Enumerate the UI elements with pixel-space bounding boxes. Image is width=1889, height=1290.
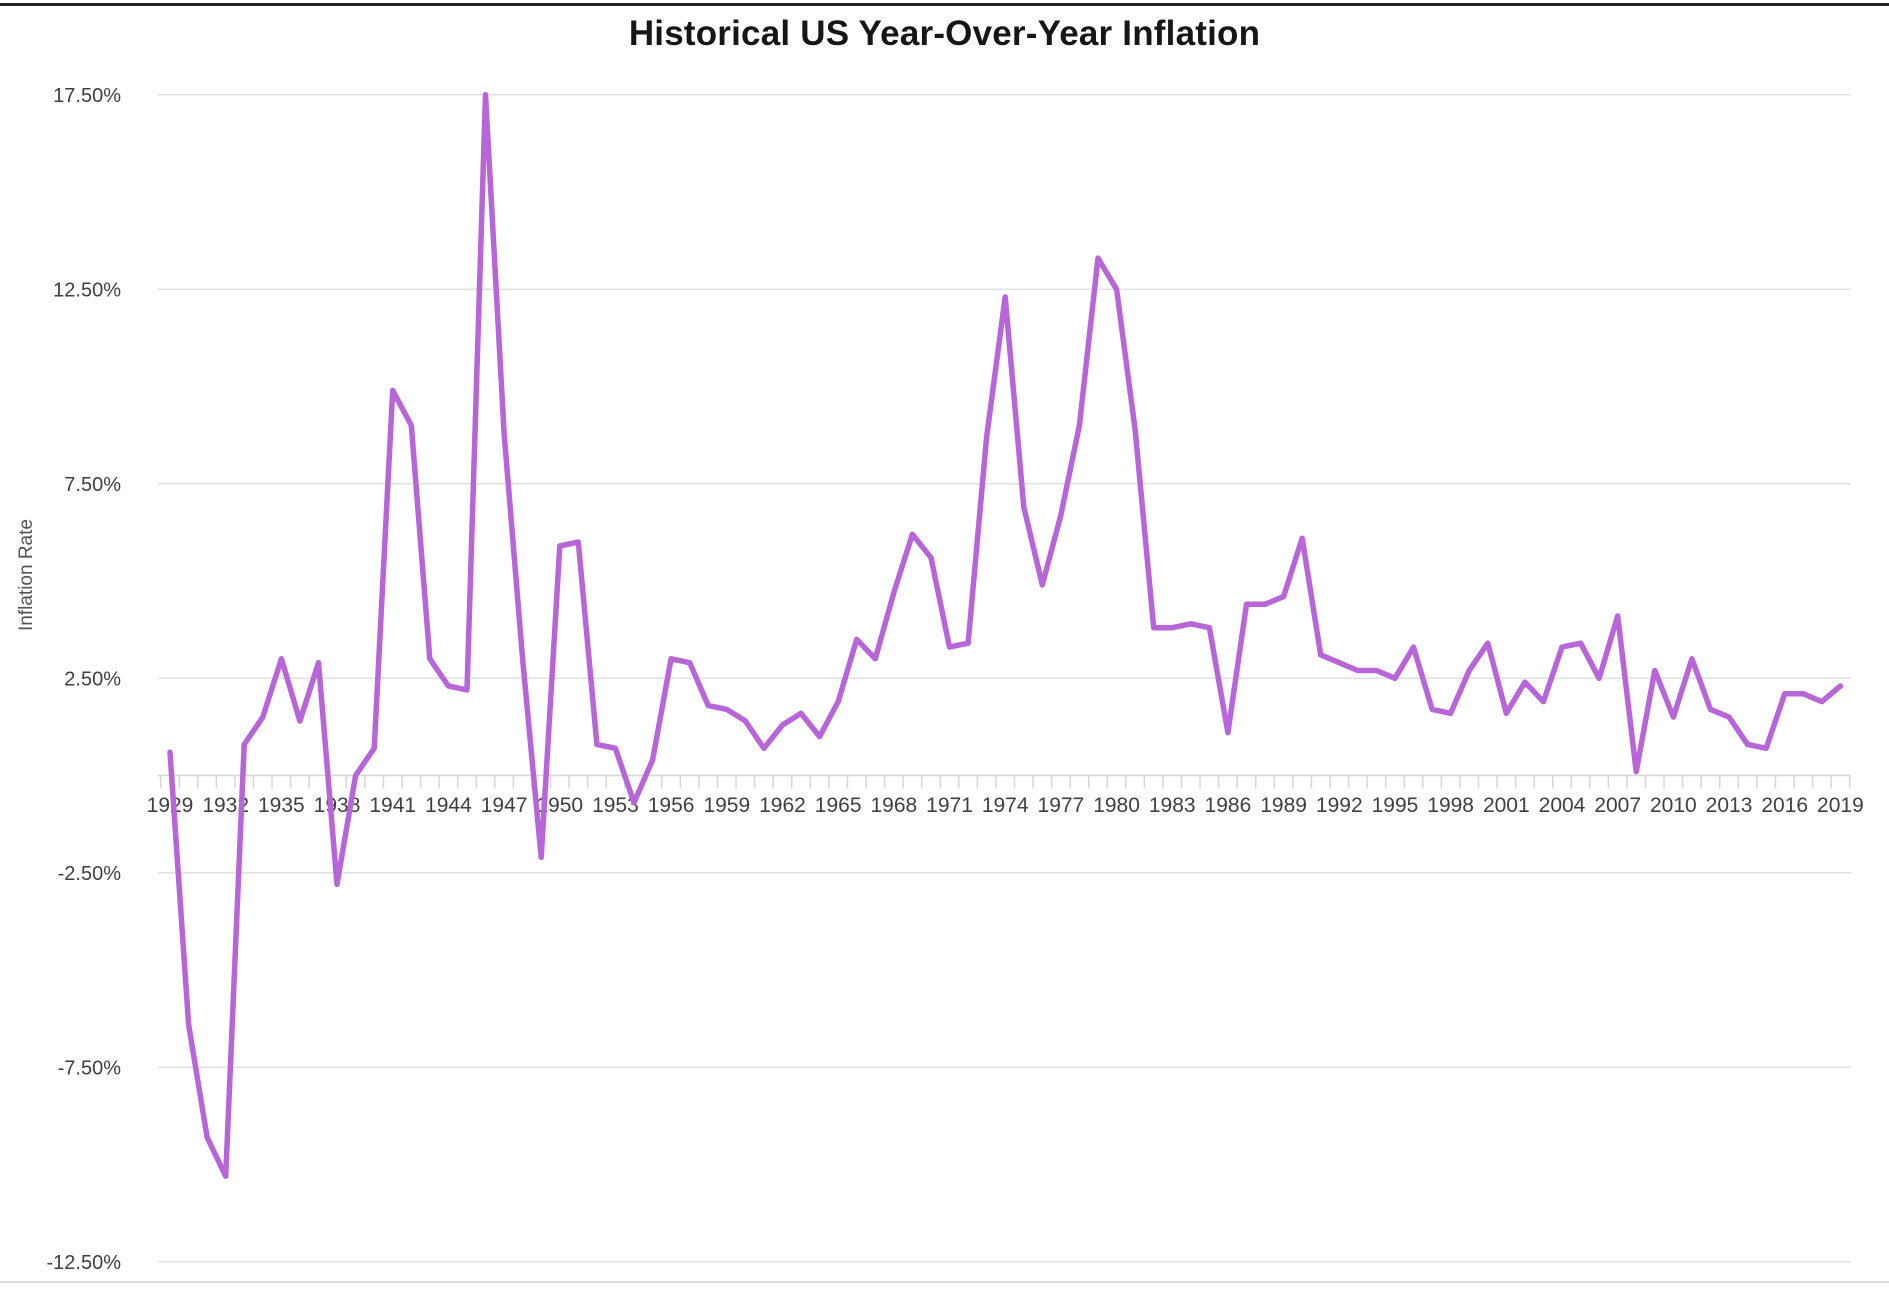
x-axis-tick-label: 1941 xyxy=(369,794,416,817)
y-axis-tick-label: -2.50% xyxy=(58,863,122,885)
y-axis-tick-label: -7.50% xyxy=(58,1057,122,1079)
x-axis-tick-label: 2007 xyxy=(1594,794,1641,817)
y-axis-tick-label: 12.50% xyxy=(53,279,121,301)
x-axis-tick-label: 1944 xyxy=(425,794,472,817)
x-axis-tick-label: 1998 xyxy=(1427,794,1474,817)
x-axis-tick-label: 1971 xyxy=(926,794,973,817)
x-axis-tick-label: 2016 xyxy=(1761,794,1808,817)
x-axis-tick-label: 1974 xyxy=(982,794,1029,817)
x-axis-tick-label: 1932 xyxy=(202,794,249,817)
chart-title: Historical US Year-Over-Year Inflation xyxy=(628,14,1261,53)
bottom-border xyxy=(0,1281,1889,1283)
y-axis-tick-label: 17.50% xyxy=(53,85,121,107)
x-axis-tick-label: 1986 xyxy=(1205,794,1252,817)
x-axis-tick-label: 2010 xyxy=(1650,794,1697,817)
x-axis-tick-label: 1995 xyxy=(1372,794,1419,817)
x-axis-tick-label: 1977 xyxy=(1038,794,1085,817)
x-axis-tick-label: 1929 xyxy=(147,794,194,817)
x-axis-tick-label: 2001 xyxy=(1483,794,1530,817)
inflation-line-series xyxy=(167,92,1844,1179)
x-axis-tick-label: 1980 xyxy=(1093,794,1140,817)
y-axis-tick-label: 2.50% xyxy=(64,668,121,690)
x-axis-tick-label: 1989 xyxy=(1260,794,1307,817)
x-axis-tick-label: 2013 xyxy=(1706,794,1753,817)
x-axis-tick-label: 1959 xyxy=(703,794,750,817)
x-axis-tick-label: 2019 xyxy=(1817,794,1864,817)
x-axis-tick-label: 1962 xyxy=(759,794,806,817)
y-axis-labels: 17.50% 12.50% 7.50% 2.50% -2.50% -7.50% -12.50… xyxy=(47,85,122,1274)
x-axis-labels: 1929 1932 1935 1938 1941 1944 1947 1950 1953 1956… xyxy=(147,794,1864,817)
x-axis-tick-label: 1968 xyxy=(870,794,917,817)
x-axis xyxy=(158,774,1851,789)
x-axis-tick-label: 1947 xyxy=(481,794,528,817)
x-axis-tick-label: 1953 xyxy=(592,794,639,817)
y-axis-tick-label: 7.50% xyxy=(64,474,121,496)
top-border xyxy=(0,3,1889,6)
x-axis-tick-label: 1992 xyxy=(1316,794,1363,817)
x-axis-tick-label: 1950 xyxy=(536,794,583,817)
x-axis-tick-label: 1956 xyxy=(648,794,695,817)
y-axis-title: Inflation Rate xyxy=(16,519,37,631)
x-axis-tick-label: 1983 xyxy=(1149,794,1196,817)
y-axis-tick-label: -12.50% xyxy=(47,1252,122,1274)
x-axis-tick-label: 2004 xyxy=(1539,794,1586,817)
x-axis-tick-label: 1935 xyxy=(258,794,305,817)
x-axis-tick-label: 1965 xyxy=(815,794,862,817)
